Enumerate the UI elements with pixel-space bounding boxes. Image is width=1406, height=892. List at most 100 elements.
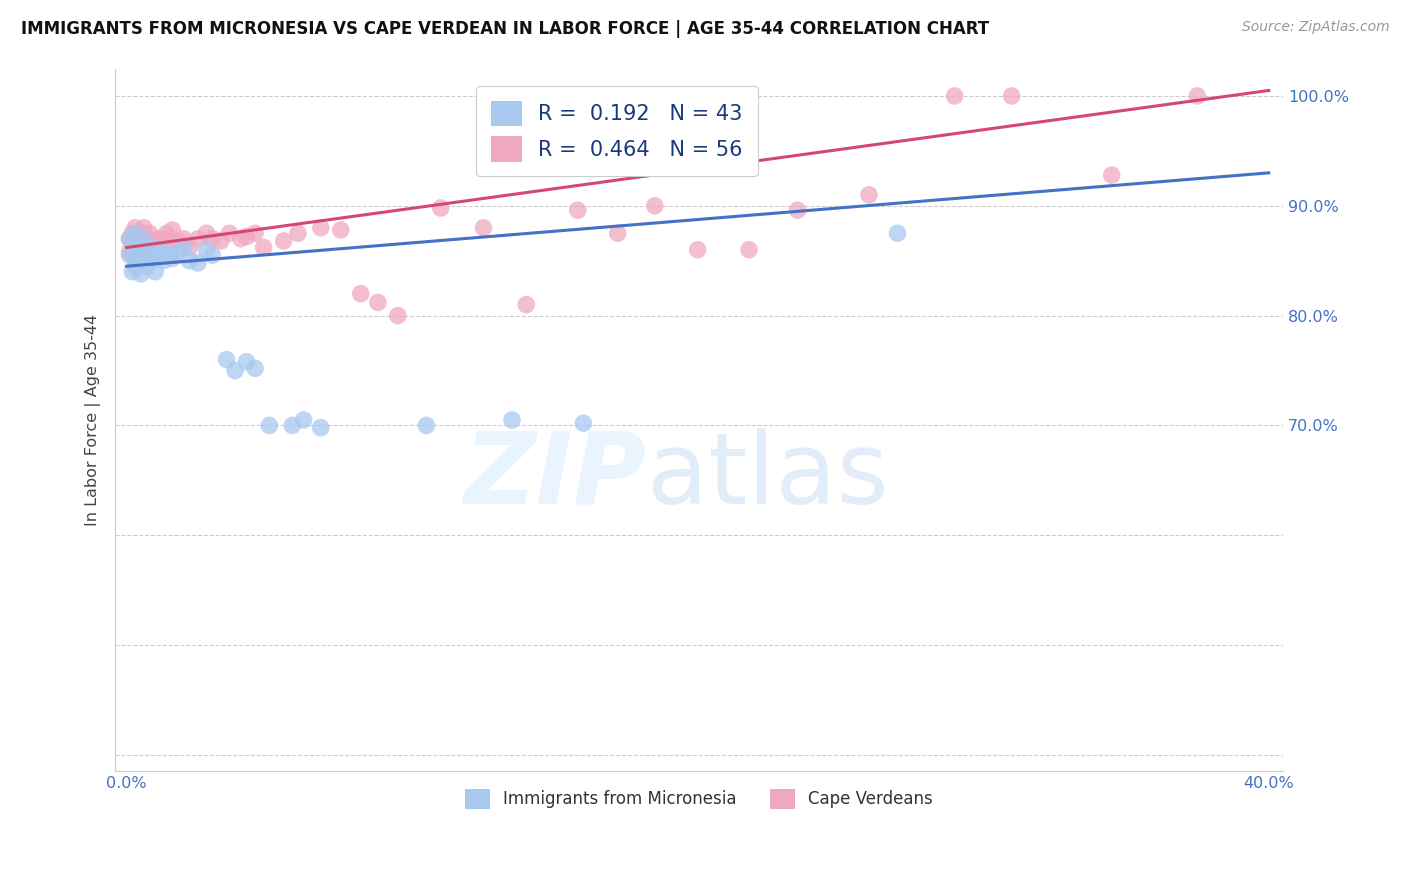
Point bbox=[329, 223, 352, 237]
Legend: Immigrants from Micronesia, Cape Verdeans: Immigrants from Micronesia, Cape Verdean… bbox=[458, 782, 939, 816]
Point bbox=[309, 220, 332, 235]
Point bbox=[229, 232, 252, 246]
Point bbox=[201, 232, 224, 246]
Point bbox=[159, 240, 181, 254]
Point bbox=[179, 253, 201, 268]
Point bbox=[132, 232, 155, 246]
Point bbox=[215, 352, 238, 367]
Point bbox=[121, 265, 143, 279]
Point bbox=[1101, 168, 1123, 182]
Point bbox=[135, 243, 157, 257]
Point bbox=[281, 418, 304, 433]
Point bbox=[287, 226, 309, 240]
Point bbox=[162, 223, 184, 237]
Point bbox=[292, 413, 315, 427]
Point bbox=[273, 234, 295, 248]
Point bbox=[686, 243, 709, 257]
Point bbox=[259, 418, 281, 433]
Point bbox=[858, 187, 880, 202]
Point bbox=[124, 232, 146, 246]
Point bbox=[167, 234, 190, 248]
Point bbox=[135, 259, 157, 273]
Point bbox=[146, 232, 169, 246]
Point bbox=[129, 240, 152, 254]
Point bbox=[738, 243, 761, 257]
Point bbox=[572, 416, 595, 430]
Point bbox=[367, 295, 389, 310]
Point bbox=[127, 243, 149, 257]
Point bbox=[567, 203, 589, 218]
Point bbox=[253, 240, 276, 254]
Point bbox=[235, 355, 257, 369]
Point bbox=[309, 420, 332, 434]
Point bbox=[124, 220, 146, 235]
Point bbox=[135, 240, 157, 254]
Point bbox=[1001, 89, 1024, 103]
Point bbox=[143, 234, 166, 248]
Point bbox=[149, 243, 172, 257]
Point bbox=[143, 265, 166, 279]
Point bbox=[209, 234, 232, 248]
Point bbox=[124, 248, 146, 262]
Point bbox=[218, 226, 240, 240]
Point bbox=[118, 232, 141, 246]
Point bbox=[118, 232, 141, 246]
Text: IMMIGRANTS FROM MICRONESIA VS CAPE VERDEAN IN LABOR FORCE | AGE 35-44 CORRELATIO: IMMIGRANTS FROM MICRONESIA VS CAPE VERDE… bbox=[21, 20, 990, 37]
Point bbox=[121, 248, 143, 262]
Point bbox=[606, 226, 628, 240]
Point bbox=[138, 226, 160, 240]
Point bbox=[243, 226, 266, 240]
Point bbox=[173, 240, 195, 254]
Point bbox=[350, 286, 373, 301]
Point bbox=[129, 244, 152, 259]
Text: Source: ZipAtlas.com: Source: ZipAtlas.com bbox=[1241, 20, 1389, 34]
Point bbox=[129, 267, 152, 281]
Point bbox=[387, 309, 409, 323]
Point bbox=[152, 253, 174, 268]
Point bbox=[141, 252, 163, 266]
Y-axis label: In Labor Force | Age 35-44: In Labor Force | Age 35-44 bbox=[86, 314, 101, 526]
Point bbox=[429, 201, 451, 215]
Point bbox=[118, 244, 141, 259]
Point bbox=[786, 203, 808, 218]
Point bbox=[224, 363, 246, 377]
Point bbox=[124, 226, 146, 240]
Text: ZIP: ZIP bbox=[464, 427, 647, 524]
Point bbox=[121, 226, 143, 240]
Point bbox=[195, 243, 218, 257]
Point bbox=[121, 237, 143, 252]
Point bbox=[118, 248, 141, 262]
Point bbox=[515, 298, 537, 312]
Point bbox=[243, 361, 266, 376]
Point bbox=[143, 240, 166, 254]
Point bbox=[155, 226, 177, 240]
Point bbox=[179, 240, 201, 254]
Point bbox=[195, 226, 218, 240]
Point bbox=[943, 89, 966, 103]
Text: atlas: atlas bbox=[647, 427, 889, 524]
Point bbox=[886, 226, 908, 240]
Point bbox=[187, 256, 209, 270]
Point bbox=[1187, 89, 1209, 103]
Point bbox=[129, 226, 152, 240]
Point bbox=[159, 248, 181, 262]
Point bbox=[644, 199, 666, 213]
Point bbox=[141, 234, 163, 248]
Point bbox=[155, 248, 177, 262]
Point bbox=[127, 253, 149, 268]
Point bbox=[127, 244, 149, 259]
Point bbox=[132, 243, 155, 257]
Point bbox=[132, 248, 155, 262]
Point bbox=[149, 234, 172, 248]
Point bbox=[124, 259, 146, 273]
Point bbox=[501, 413, 523, 427]
Point bbox=[235, 229, 257, 244]
Point bbox=[472, 220, 495, 235]
Point bbox=[415, 418, 437, 433]
Point bbox=[152, 232, 174, 246]
Point bbox=[146, 248, 169, 262]
Point bbox=[162, 252, 184, 266]
Point bbox=[135, 232, 157, 246]
Point bbox=[201, 248, 224, 262]
Point bbox=[167, 244, 190, 259]
